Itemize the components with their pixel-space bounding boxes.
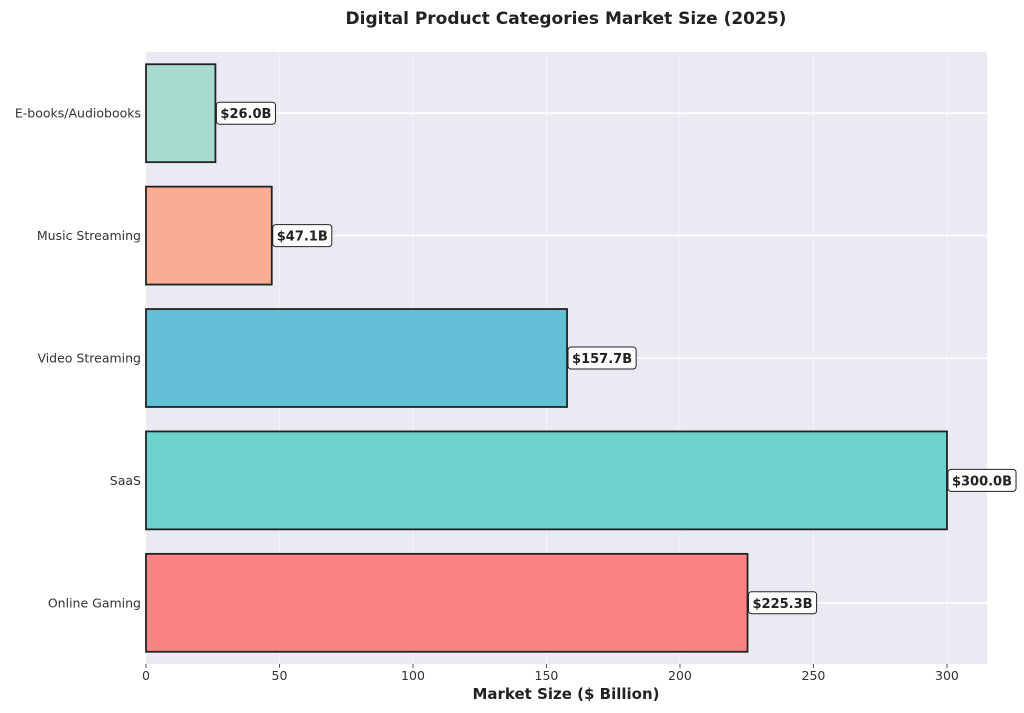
value-label-group: $47.1B [272, 224, 333, 248]
x-tick-label: 300 [935, 668, 959, 683]
x-tick-label: 50 [272, 668, 288, 683]
value-labels: $225.3B $300.0B $157.7B $47.1B $26.0B [215, 101, 1017, 615]
bar [145, 185, 273, 286]
bar [145, 308, 568, 408]
value-label-group: $300.0B [947, 468, 1017, 492]
x-tick-label: 200 [668, 668, 692, 683]
y-tick-label: SaaS [110, 473, 141, 488]
chart-title: Digital Product Categories Market Size (… [346, 9, 787, 29]
value-label-box [272, 224, 333, 248]
bar [145, 63, 217, 164]
axes: 0 50 100 150 200 250 300 Online Gaming SaaS Video… [15, 106, 959, 683]
value-label-box [748, 591, 818, 615]
bar [145, 430, 948, 531]
y-tick-label: Online Gaming [48, 595, 141, 610]
value-label: $157.7B [572, 352, 632, 367]
value-label-box [947, 468, 1017, 492]
x-tick-label: 100 [401, 668, 425, 683]
value-label: $300.0B [952, 474, 1012, 489]
value-label: $47.1B [277, 230, 328, 245]
x-tick-label: 150 [535, 668, 559, 683]
x-tick-label: 250 [802, 668, 826, 683]
y-tick-label: Video Streaming [37, 351, 141, 366]
x-tick-label: 0 [142, 668, 150, 683]
bars [145, 63, 948, 653]
value-label: $225.3B [753, 597, 813, 612]
value-label-group: $157.7B [567, 346, 637, 370]
x-axis-label: Market Size ($ Billion) [472, 685, 659, 703]
value-label-group: $225.3B [748, 591, 818, 615]
value-label-box [215, 101, 276, 125]
bar [145, 552, 749, 653]
value-label-group: $26.0B [215, 101, 276, 125]
y-tick-label: E-books/Audiobooks [15, 106, 141, 121]
y-tick-label: Music Streaming [37, 228, 141, 243]
value-label: $26.0B [220, 107, 271, 122]
value-label-box [567, 346, 637, 370]
